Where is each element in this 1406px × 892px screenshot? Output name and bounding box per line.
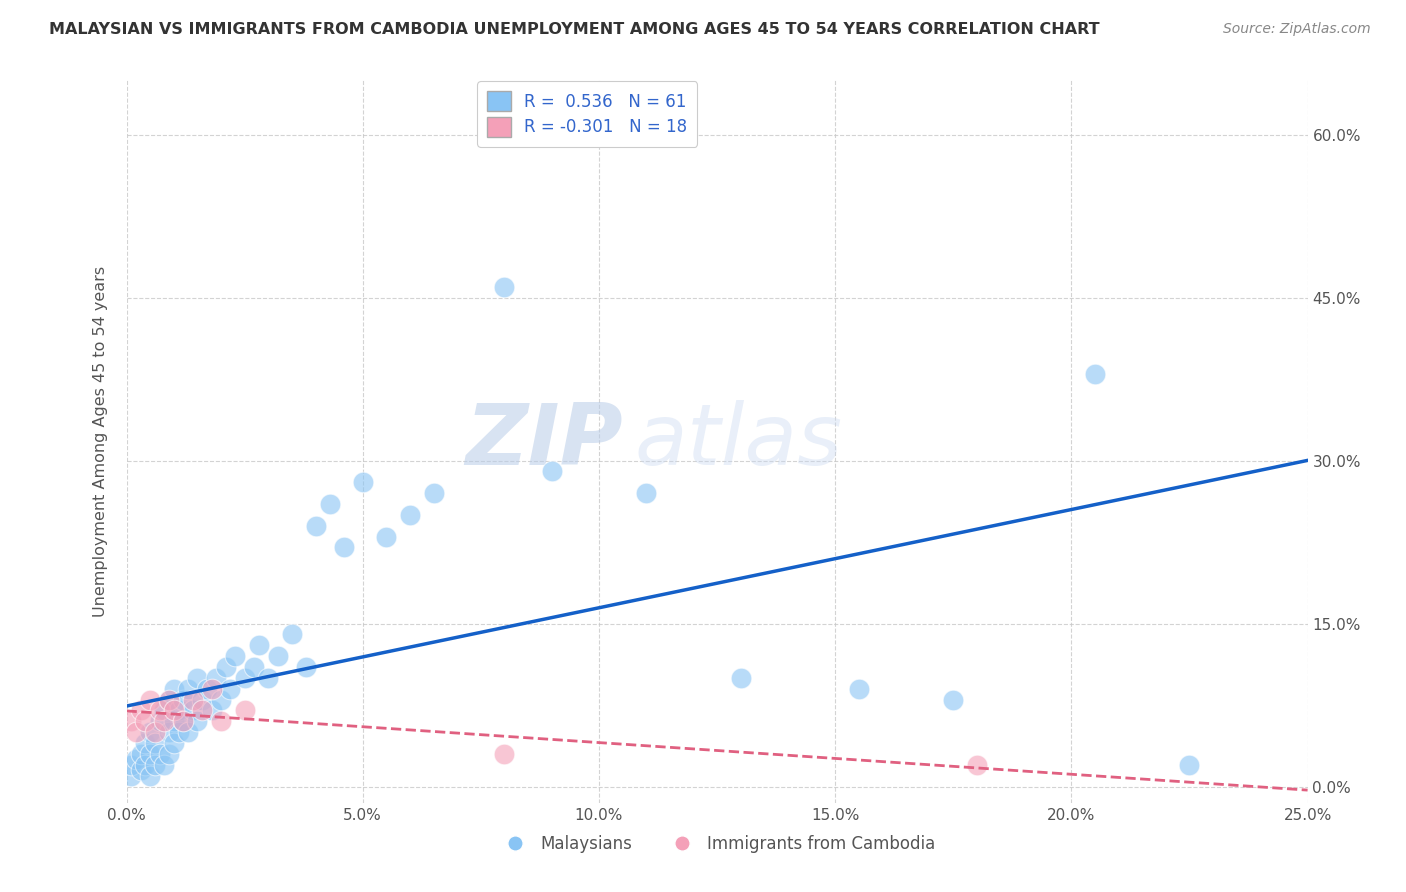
Text: Source: ZipAtlas.com: Source: ZipAtlas.com [1223, 22, 1371, 37]
Point [191, 703, 214, 717]
Point [149, 747, 172, 761]
Point [191, 692, 214, 706]
Y-axis label: Unemployment Among Ages 45 to 54 years: Unemployment Among Ages 45 to 54 years [93, 266, 108, 617]
Point [205, 671, 228, 685]
Point [352, 475, 374, 490]
Point [177, 681, 200, 696]
Point [120, 769, 142, 783]
Point [181, 692, 204, 706]
Point [215, 660, 238, 674]
Point [267, 649, 290, 664]
Point [163, 681, 186, 696]
Point [143, 725, 166, 739]
Point [200, 681, 222, 696]
Point [209, 692, 232, 706]
Text: atlas: atlas [634, 400, 842, 483]
Point [730, 671, 752, 685]
Point [200, 703, 222, 717]
Point [134, 757, 156, 772]
Legend: Malaysians, Immigrants from Cambodia: Malaysians, Immigrants from Cambodia [492, 828, 942, 860]
Point [318, 497, 340, 511]
Point [304, 518, 326, 533]
Point [281, 627, 304, 641]
Point [422, 486, 444, 500]
Point [125, 752, 148, 766]
Point [494, 747, 516, 761]
Point [120, 714, 142, 729]
Point [636, 486, 658, 500]
Point [219, 681, 242, 696]
Point [134, 736, 156, 750]
Text: MALAYSIAN VS IMMIGRANTS FROM CAMBODIA UNEMPLOYMENT AMONG AGES 45 TO 54 YEARS COR: MALAYSIAN VS IMMIGRANTS FROM CAMBODIA UN… [49, 22, 1099, 37]
Point [243, 660, 266, 674]
Point [139, 692, 162, 706]
Point [149, 714, 172, 729]
Point [157, 692, 180, 706]
Point [163, 703, 186, 717]
Point [942, 692, 965, 706]
Point [966, 757, 988, 772]
Point [333, 541, 356, 555]
Point [153, 757, 176, 772]
Point [233, 703, 256, 717]
Point [134, 714, 156, 729]
Point [186, 714, 208, 729]
Text: ZIP: ZIP [465, 400, 623, 483]
Point [540, 464, 562, 478]
Point [167, 703, 190, 717]
Point [172, 692, 194, 706]
Point [129, 747, 152, 761]
Point [233, 671, 256, 685]
Point [125, 725, 148, 739]
Point [181, 703, 204, 717]
Point [129, 703, 152, 717]
Point [1084, 367, 1107, 381]
Point [195, 681, 218, 696]
Point [163, 736, 186, 750]
Point [129, 763, 152, 777]
Point [157, 747, 180, 761]
Point [143, 757, 166, 772]
Point [186, 671, 208, 685]
Point [149, 703, 172, 717]
Point [139, 769, 162, 783]
Point [399, 508, 422, 522]
Point [153, 714, 176, 729]
Point [257, 671, 280, 685]
Point [153, 703, 176, 717]
Point [143, 736, 166, 750]
Point [247, 638, 270, 652]
Point [375, 530, 398, 544]
Point [139, 747, 162, 761]
Point [139, 725, 162, 739]
Point [120, 757, 142, 772]
Point [172, 714, 194, 729]
Point [163, 714, 186, 729]
Point [1178, 757, 1201, 772]
Point [172, 714, 194, 729]
Point [157, 692, 180, 706]
Point [494, 279, 516, 293]
Point [209, 714, 232, 729]
Point [848, 681, 870, 696]
Point [295, 660, 318, 674]
Point [177, 725, 200, 739]
Point [157, 725, 180, 739]
Point [167, 725, 190, 739]
Point [224, 649, 246, 664]
